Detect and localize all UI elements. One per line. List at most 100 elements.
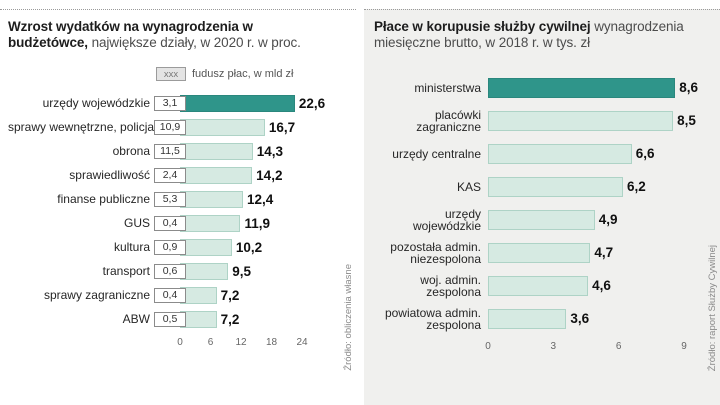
category-label: KAS (456, 179, 481, 194)
source-note: Źródło: obliczenia własne (343, 264, 354, 371)
fund-value-box: 2,4 (154, 167, 186, 183)
bar-track: 0,4 7,2 (154, 286, 302, 304)
bar (488, 143, 632, 164)
bar-track: 0,5 7,2 (154, 310, 302, 328)
bar-track: 5,3 12,4 (154, 190, 302, 208)
bar-track: 0,9 10,2 (154, 238, 302, 256)
bar (180, 94, 295, 112)
bar (488, 275, 589, 296)
source-note: Źródło: raport Służby Cywilnej (707, 244, 718, 371)
bar (488, 209, 595, 230)
fund-value-box: 0,4 (154, 215, 186, 231)
bar-row: pozostała admin. niezespolona 4,7 (374, 236, 716, 269)
axis-tick-label: 9 (681, 341, 687, 352)
bar-row: finanse publiczne 5,3 12,4 (8, 187, 348, 211)
bar-value-label: 6,6 (635, 146, 655, 161)
bar-value-label: 6,2 (627, 179, 646, 194)
bar-value-label: 16,7 (268, 119, 296, 135)
bar-track: 11,5 14,3 (154, 142, 302, 160)
axis-tick-label: 0 (485, 341, 491, 352)
bar-track: 4,6 (488, 275, 684, 296)
bar-value-label: 8,6 (679, 80, 699, 95)
bar (488, 308, 567, 329)
bar-row: sprawy wewnętrzne, policja 10,9 16,7 (8, 115, 348, 139)
bar-row: sprawiedliwość 2,4 14,2 (8, 163, 348, 187)
category-label: pozostała admin. niezespolona (390, 239, 481, 266)
axis-tick-label: 3 (550, 341, 557, 352)
bar (488, 110, 674, 131)
bar (180, 238, 232, 256)
left-title-subtitle: największe działy, w 2020 r. w proc. (91, 35, 301, 50)
bar-value-label: 11,9 (244, 215, 271, 231)
bar-row: urzędy wojewódzkie 3,1 22,6 (8, 91, 348, 115)
right-bar-rows: ministerstwa 8,6 placówki zagraniczne 8,… (374, 71, 716, 335)
bar-track: 6,6 (488, 143, 684, 164)
bar-row: urzędy centralne 6,6 (374, 137, 716, 170)
bar-row: KAS 6,2 (374, 170, 716, 203)
bar (180, 262, 229, 280)
right-chart-title: Płace w korupusie służby cywilnej wynagr… (374, 19, 692, 51)
left-bar-rows: urzędy wojewódzkie 3,1 22,6 sprawy wewnę… (8, 91, 348, 331)
bar-row: ministerstwa 8,6 (374, 71, 716, 104)
fund-value-box: 10,9 (154, 119, 186, 135)
right-title-subtitle: wynagrodzenia miesięczne brutto, w 2018 … (374, 19, 684, 50)
bar-row: kultura 0,9 10,2 (8, 235, 348, 259)
bar-track: 4,7 (488, 242, 684, 263)
bar-value-label: 4,6 (592, 278, 611, 293)
category-label: powiatowa admin. zespolona (384, 305, 481, 332)
x-axis: 0 6 12 18 24 (177, 337, 307, 351)
bar-value-label: 8,5 (677, 113, 696, 128)
bar (180, 118, 265, 136)
bar-value-label: 3,6 (570, 311, 590, 326)
axis-tick-label: 18 (265, 337, 278, 348)
bar-value-label: 7,2 (220, 287, 240, 303)
bar (180, 142, 253, 160)
fund-value-box: 3,1 (154, 95, 186, 111)
bar-value-label: 14,2 (256, 167, 283, 183)
legend-swatch-box: xxx (156, 67, 186, 81)
bar-row: transport 0,6 9,5 (8, 259, 348, 283)
category-label: woj. admin. zespolona (420, 272, 481, 299)
category-label: GUS (123, 216, 150, 230)
bar-track: 2,4 14,2 (154, 166, 302, 184)
category-label: sprawy wewnętrzne, policja (8, 120, 155, 134)
bar-track: 10,9 16,7 (154, 118, 302, 136)
left-title-bold: Wzrost wydatków na wynagrodzenia w budże… (8, 19, 253, 50)
fund-value-box: 0,4 (154, 287, 186, 303)
bar-value-label: 9,5 (232, 263, 252, 279)
bar-track: 3,1 22,6 (154, 94, 325, 112)
bar-row: GUS 0,4 11,9 (8, 211, 348, 235)
right-title-bold: Płace w korupusie służby cywilnej (374, 19, 591, 34)
bar-row: woj. admin. zespolona 4,6 (374, 269, 716, 302)
bar-value-label: 10,2 (235, 239, 263, 255)
category-label: placówki zagraniczne (416, 107, 481, 134)
right-chart-panel: Płace w korupusie służby cywilnej wynagr… (364, 9, 720, 405)
bar-row: urzędy wojewódzkie 4,9 (374, 203, 716, 236)
bar (180, 166, 253, 184)
axis-tick-label: 12 (235, 337, 247, 348)
bar (180, 214, 241, 232)
bar-value-label: 4,9 (598, 212, 618, 227)
bar-value-label: 7,2 (220, 311, 240, 327)
bar-value-label: 22,6 (298, 95, 326, 111)
fund-value-box: 5,3 (154, 191, 186, 207)
bar-row: ABW 0,5 7,2 (8, 307, 348, 331)
left-chart-title: Wzrost wydatków na wynagrodzenia w budże… (8, 19, 326, 51)
bar-value-label: 14,3 (256, 143, 283, 159)
bar-track: 8,6 (488, 77, 698, 98)
category-label: obrona (112, 144, 150, 158)
bar (488, 176, 624, 197)
legend-label: fudusz płac, w mld zł (192, 68, 294, 80)
axis-tick-label: 6 (615, 341, 622, 352)
bar-row: obrona 11,5 14,3 (8, 139, 348, 163)
bar-row: powiatowa admin. zespolona 3,6 (374, 302, 716, 335)
bar-row: sprawy zagraniczne 0,4 7,2 (8, 283, 348, 307)
axis-tick-label: 6 (207, 337, 214, 348)
bar-track: 3,6 (488, 308, 684, 329)
bar-track: 6,2 (488, 176, 684, 197)
axis-tick-label: 24 (296, 337, 308, 348)
bar-row: placówki zagraniczne 8,5 (374, 104, 716, 137)
x-axis: 0 3 6 9 (485, 341, 687, 355)
category-label: urzędy wojewódzkie (412, 206, 481, 233)
